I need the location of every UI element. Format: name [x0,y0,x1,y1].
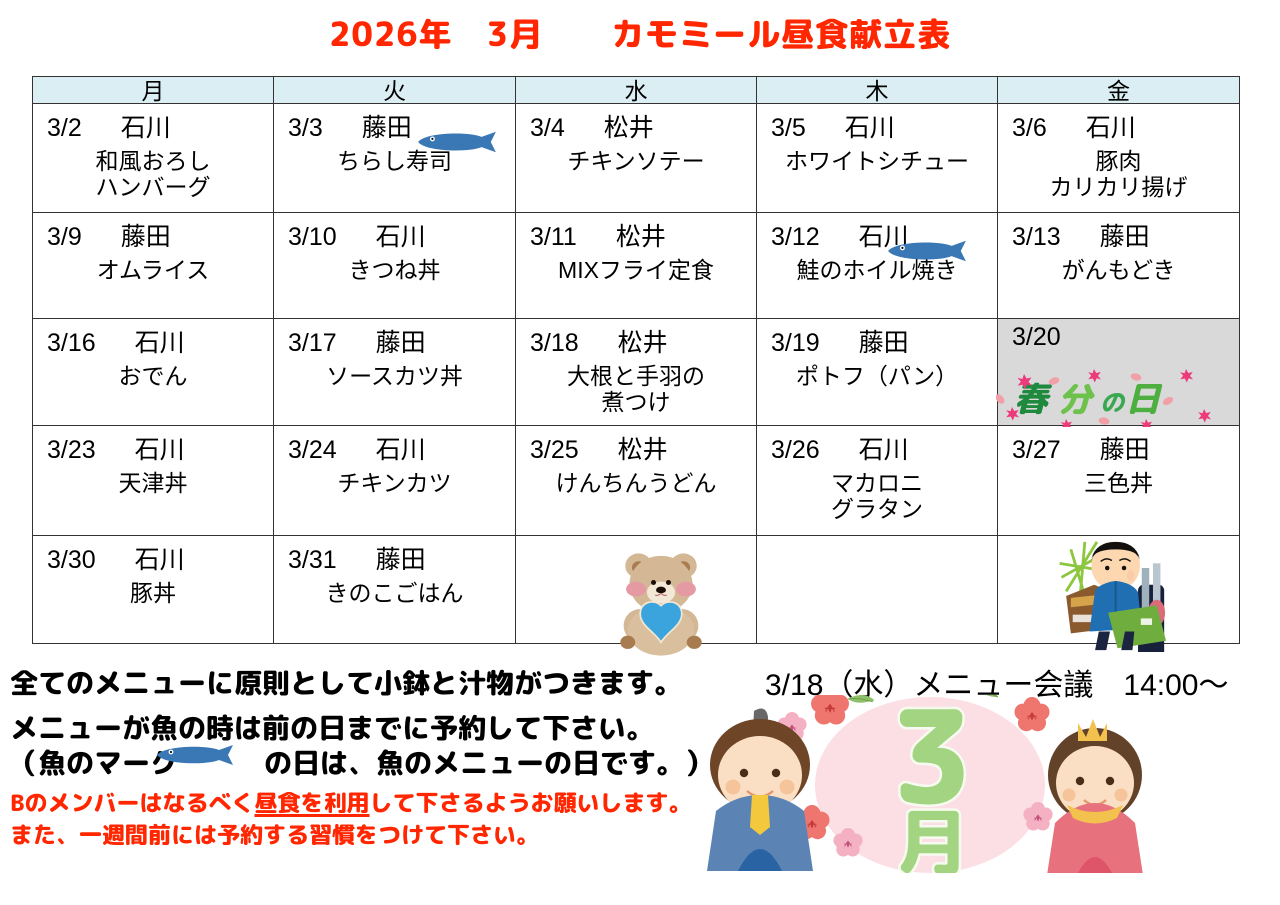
svg-text:月: 月 [897,793,967,873]
svg-text:分: 分 [1058,374,1095,422]
svg-text:の: の [1100,385,1126,419]
svg-text:春: 春 [1014,374,1053,422]
svg-text:日: 日 [1126,374,1163,422]
